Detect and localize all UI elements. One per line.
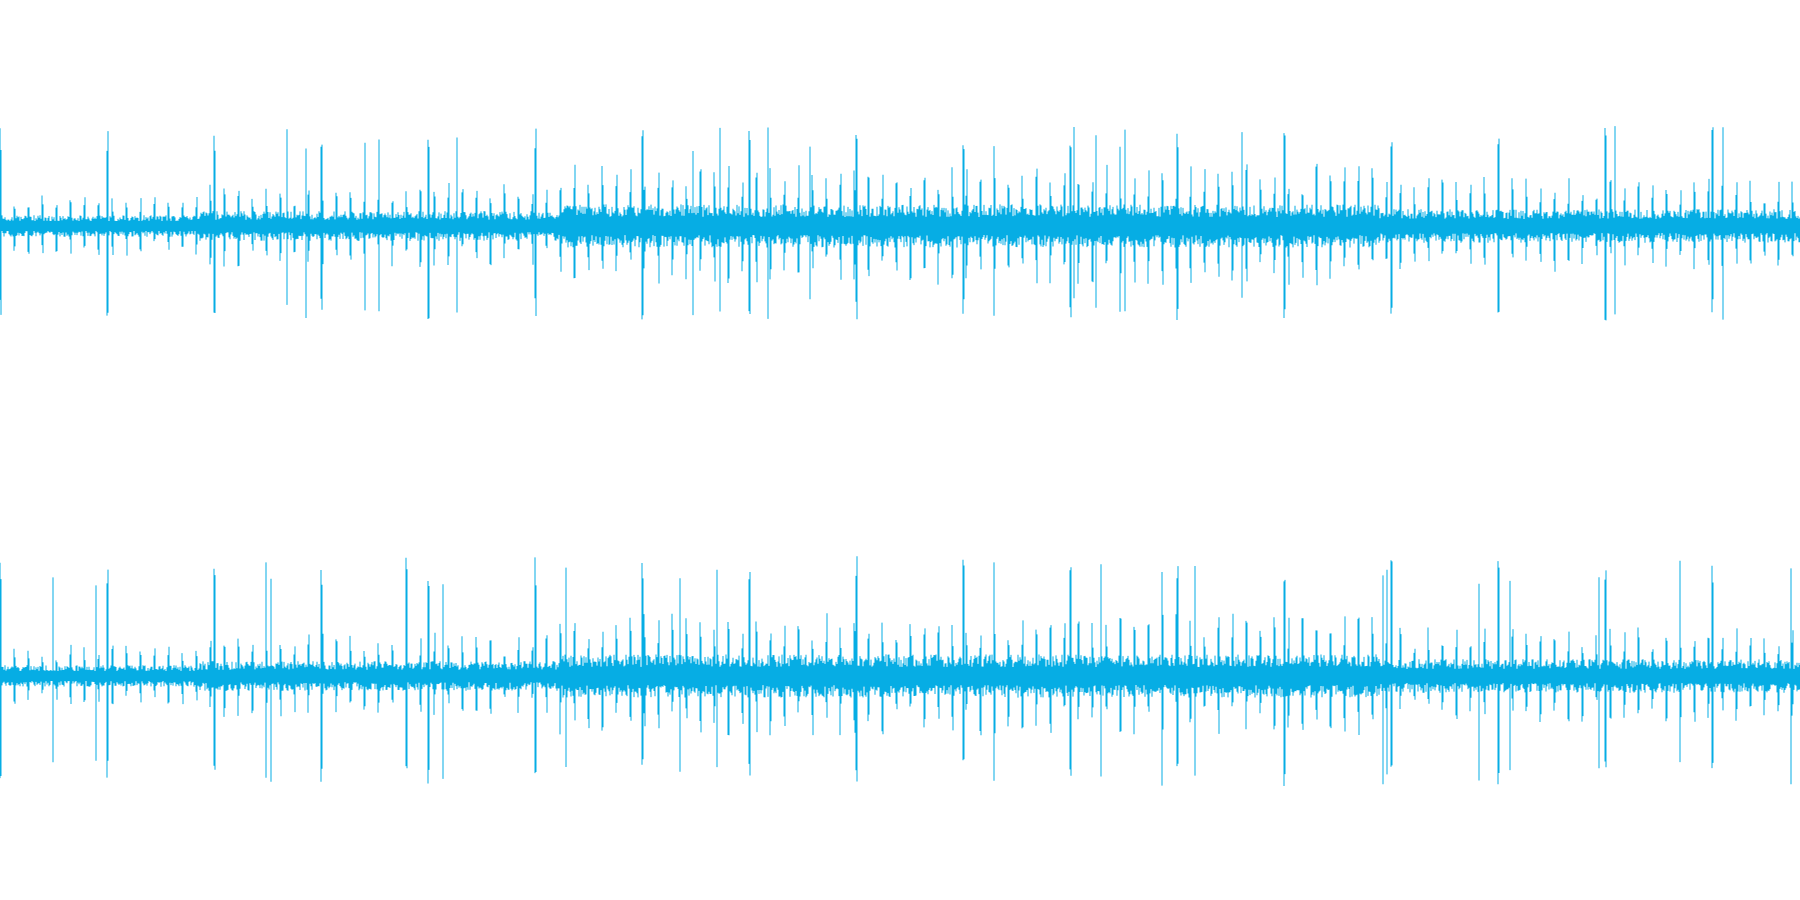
channel-bottom-core <box>0 671 1800 681</box>
channel-1-waveform <box>0 126 1800 321</box>
channel-2-waveform <box>0 556 1800 786</box>
channel-top-core <box>0 221 1800 231</box>
